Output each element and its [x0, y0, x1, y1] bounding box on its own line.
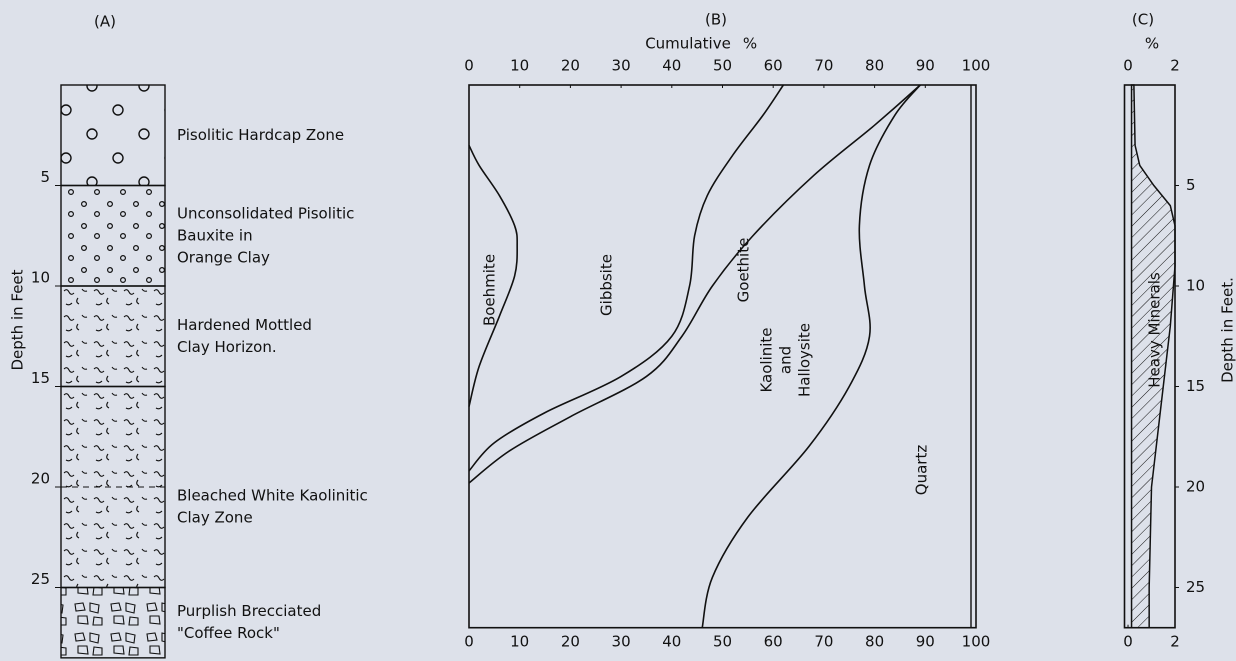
layer-label: "Coffee Rock" [177, 624, 280, 642]
x-tick-label: 70 [814, 57, 833, 75]
x-axis-unit: % [743, 35, 757, 53]
y-tick-label: 10 [1186, 277, 1205, 295]
x-tick-label: 100 [962, 633, 991, 651]
area-label: Halloysite [796, 323, 814, 397]
area-label: Kaolinite [758, 327, 776, 392]
y-tick-label: 5 [40, 168, 50, 186]
figure: (A) Depth in Feet (B) Cumulative % (C) %… [0, 0, 1236, 661]
x-tick-label: 0 [464, 57, 474, 75]
y-tick-label: 20 [31, 470, 50, 488]
area-label: Goethite [735, 238, 753, 303]
x-tick-label: 90 [916, 57, 935, 75]
y-tick-label: 20 [1186, 478, 1205, 496]
x-tick-label: 80 [865, 57, 884, 75]
area-label: Boehmite [481, 254, 499, 326]
y-tick-label: 25 [31, 570, 50, 588]
layer-label: Orange Clay [177, 248, 270, 266]
y-tick-label: 15 [31, 369, 50, 387]
x-tick-label: 20 [561, 633, 580, 651]
y-tick-label: 10 [31, 269, 50, 287]
x-tick-label: 60 [764, 633, 783, 651]
area-label: and [777, 346, 795, 374]
plot-frame [469, 85, 976, 628]
x-tick-label: 2 [1170, 57, 1180, 75]
x-axis-unit: % [1145, 35, 1159, 53]
y-tick-label: 5 [1186, 176, 1196, 194]
panel-c-title: (C) [1132, 11, 1154, 29]
x-tick-label: 30 [612, 633, 631, 651]
area-label: Heavy Minerals [1146, 272, 1164, 388]
x-tick-label: 10 [510, 633, 529, 651]
layer-label: Hardened Mottled [177, 316, 312, 334]
layer-label: Bleached White Kaolinitic [177, 487, 368, 505]
y-axis-title: Depth in Feet. [1219, 277, 1236, 383]
layer [61, 286, 165, 387]
x-tick-label: 0 [464, 633, 474, 651]
x-tick-label: 50 [713, 57, 732, 75]
x-tick-label: 70 [814, 633, 833, 651]
y-tick-label: 25 [1186, 578, 1205, 596]
area-label: Gibbsite [598, 254, 616, 316]
layer-label: Clay Zone [177, 509, 253, 527]
layer-label: Unconsolidated Pisolitic [177, 204, 354, 222]
layer-label: Pisolitic Hardcap Zone [177, 126, 344, 144]
x-tick-label: 0 [1123, 633, 1133, 651]
x-tick-label: 30 [612, 57, 631, 75]
x-tick-label: 90 [916, 633, 935, 651]
x-tick-label: 60 [764, 57, 783, 75]
x-tick-label: 40 [662, 57, 681, 75]
x-axis-title: Cumulative [645, 35, 731, 53]
layer-label: Bauxite in [177, 226, 253, 244]
layer [61, 85, 165, 186]
x-tick-label: 10 [510, 57, 529, 75]
layer [61, 588, 165, 658]
layer-label: Clay Horizon. [177, 338, 277, 356]
panel-b-title: (B) [705, 11, 727, 29]
x-tick-label: 2 [1170, 633, 1180, 651]
layer [61, 186, 165, 287]
x-tick-label: 40 [662, 633, 681, 651]
area-label: Quartz [913, 445, 931, 496]
x-tick-label: 50 [713, 633, 732, 651]
x-tick-label: 0 [1123, 57, 1133, 75]
x-tick-label: 80 [865, 633, 884, 651]
x-tick-label: 100 [962, 57, 991, 75]
y-tick-label: 15 [1186, 377, 1205, 395]
y-axis-title: Depth in Feet [9, 269, 27, 370]
boundary-curve [469, 85, 920, 483]
layer-label: Purplish Brecciated [177, 602, 321, 620]
panel-a-title: (A) [94, 13, 116, 31]
x-tick-label: 20 [561, 57, 580, 75]
